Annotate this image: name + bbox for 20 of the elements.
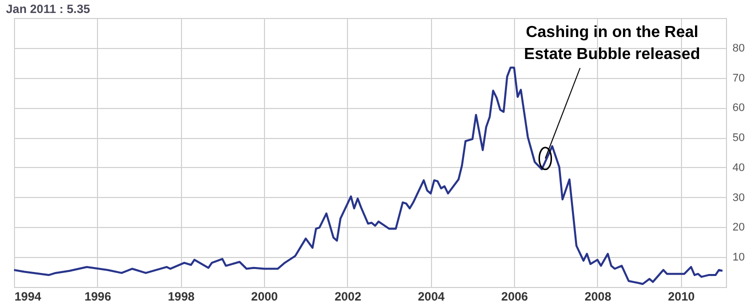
- x-tick-label: 2006: [501, 290, 528, 301]
- y-tick-label: 50: [732, 132, 745, 144]
- x-tick-label: 1998: [168, 290, 195, 301]
- y-tick-label: 40: [732, 162, 745, 174]
- y-tick-label: 80: [732, 42, 745, 54]
- x-tick-label: 2002: [334, 290, 362, 301]
- y-tick-label: 30: [732, 192, 745, 204]
- x-tick-label: 1996: [84, 290, 112, 301]
- y-tick-label: 10: [732, 252, 745, 264]
- y-tick-label: 20: [732, 222, 745, 234]
- x-tick-label: 2008: [584, 290, 612, 301]
- x-tick-label: 1994: [14, 290, 42, 301]
- y-tick-label: 70: [732, 72, 745, 84]
- y-tick-label: 60: [732, 102, 745, 114]
- chart-title: Jan 2011 : 5.35: [5, 1, 92, 18]
- x-tick-label: 2004: [418, 290, 445, 301]
- x-tick-label: 2000: [251, 290, 278, 301]
- line-series: [14, 66, 724, 286]
- annotation: Cashing in on the Real Estate Bubble released: [524, 24, 700, 63]
- x-tick-label: 2010: [668, 290, 695, 301]
